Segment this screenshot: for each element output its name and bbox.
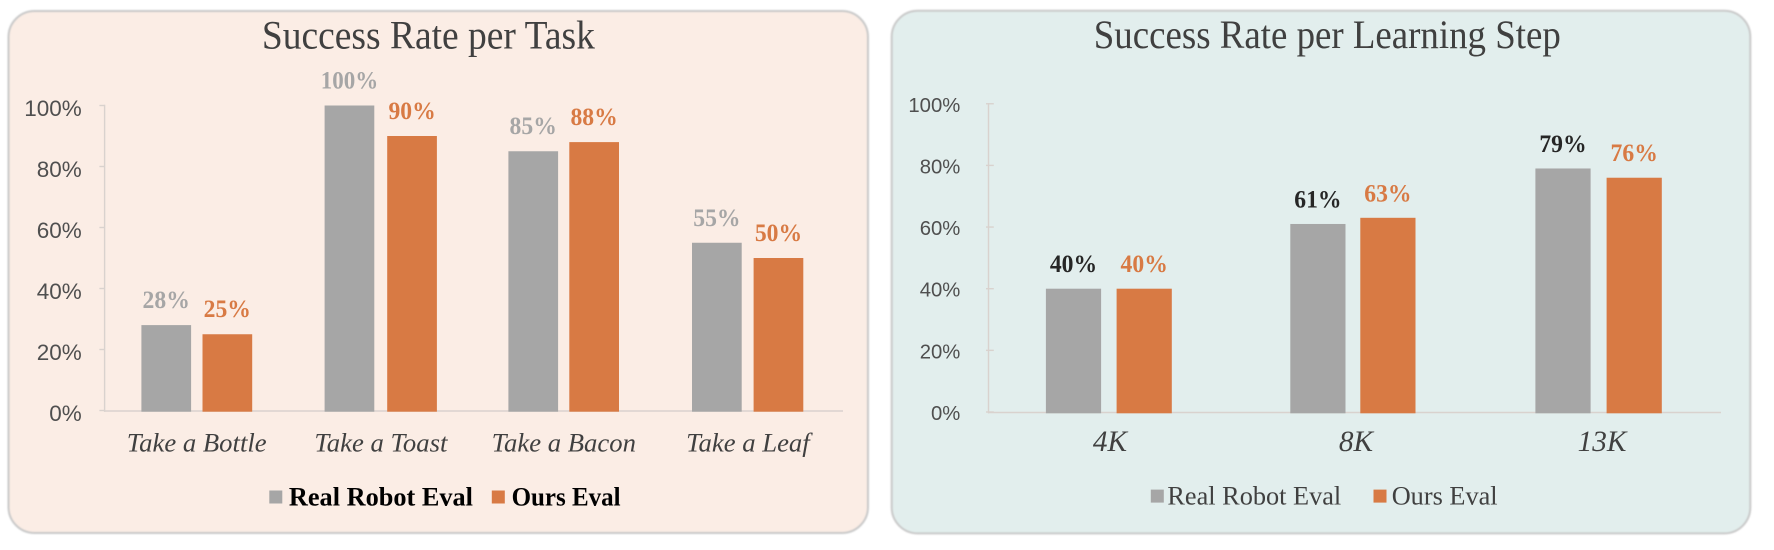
svg-text:55%: 55% — [693, 205, 740, 232]
svg-text:Real Robot Eval: Real Robot Eval — [1167, 482, 1341, 511]
svg-text:Take a Bacon: Take a Bacon — [492, 428, 636, 458]
svg-text:90%: 90% — [388, 98, 435, 125]
svg-text:88%: 88% — [570, 104, 617, 131]
svg-text:Ours Eval: Ours Eval — [512, 482, 621, 511]
svg-text:28%: 28% — [143, 287, 190, 314]
svg-text:85%: 85% — [510, 113, 557, 140]
svg-text:Take a Bottle: Take a Bottle — [127, 428, 267, 458]
svg-text:Ours Eval: Ours Eval — [1392, 482, 1498, 511]
svg-text:8K: 8K — [1339, 426, 1375, 458]
svg-text:Success Rate per Task: Success Rate per Task — [262, 13, 595, 58]
svg-text:40%: 40% — [37, 279, 82, 304]
svg-text:Take a Leaf: Take a Leaf — [686, 428, 813, 458]
svg-text:Real Robot Eval: Real Robot Eval — [289, 482, 473, 511]
svg-text:100%: 100% — [24, 96, 82, 121]
svg-text:80%: 80% — [920, 156, 961, 178]
svg-text:Success Rate per Learning Step: Success Rate per Learning Step — [1094, 12, 1561, 57]
svg-text:13K: 13K — [1578, 426, 1628, 458]
svg-text:40%: 40% — [1050, 251, 1097, 278]
svg-text:0%: 0% — [49, 401, 82, 426]
svg-text:20%: 20% — [920, 341, 961, 363]
svg-text:20%: 20% — [37, 340, 82, 365]
svg-text:40%: 40% — [1121, 251, 1168, 278]
svg-text:25%: 25% — [204, 296, 251, 323]
svg-text:79%: 79% — [1539, 131, 1586, 158]
svg-text:4K: 4K — [1093, 426, 1129, 458]
svg-text:Take a Toast: Take a Toast — [314, 428, 448, 458]
svg-text:76%: 76% — [1611, 140, 1658, 167]
svg-text:63%: 63% — [1364, 180, 1411, 207]
svg-text:40%: 40% — [920, 280, 961, 302]
svg-text:60%: 60% — [920, 218, 961, 240]
svg-text:100%: 100% — [908, 95, 960, 117]
svg-text:60%: 60% — [37, 218, 82, 243]
svg-text:50%: 50% — [755, 220, 802, 247]
svg-text:80%: 80% — [37, 157, 82, 182]
svg-text:61%: 61% — [1294, 187, 1341, 214]
svg-text:100%: 100% — [321, 68, 379, 95]
svg-text:0%: 0% — [931, 403, 960, 425]
